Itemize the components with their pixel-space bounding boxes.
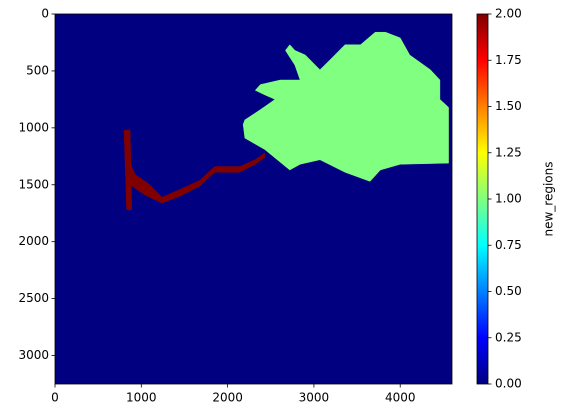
colorbar-tick-label: 1.00 bbox=[495, 192, 522, 206]
x-tick-label: 3000 bbox=[299, 391, 330, 405]
y-tick-label: 1000 bbox=[18, 120, 49, 134]
y-tick-label: 2000 bbox=[18, 234, 49, 248]
y-tick-label: 1500 bbox=[18, 177, 49, 191]
colorbar-tick-label: 1.50 bbox=[495, 99, 522, 113]
axes-frame bbox=[54, 13, 453, 385]
y-tick-label: 0 bbox=[41, 7, 49, 21]
colorbar-tick-label: 1.75 bbox=[495, 53, 522, 67]
colorbar-tick-label: 0.00 bbox=[495, 377, 522, 391]
x-tick-label: 1000 bbox=[126, 391, 157, 405]
colorbar-tick-label: 0.25 bbox=[495, 330, 522, 344]
region bbox=[123, 129, 133, 211]
colorbar-tick-label: 0.50 bbox=[495, 284, 522, 298]
colorbar bbox=[476, 13, 489, 385]
colorbar-tick-label: 2.00 bbox=[495, 7, 522, 21]
y-tick-label: 2500 bbox=[18, 291, 49, 305]
colorbar-tick-label: 1.25 bbox=[495, 145, 522, 159]
colorbar-tick-label: 0.75 bbox=[495, 238, 522, 252]
y-tick-label: 500 bbox=[26, 63, 49, 77]
x-tick-label: 0 bbox=[51, 391, 59, 405]
region bbox=[124, 152, 265, 204]
x-tick-label: 2000 bbox=[212, 391, 243, 405]
colorbar-label: new_regions bbox=[542, 161, 556, 236]
region bbox=[242, 31, 449, 182]
y-tick-label: 3000 bbox=[18, 348, 49, 362]
x-tick-label: 4000 bbox=[385, 391, 416, 405]
